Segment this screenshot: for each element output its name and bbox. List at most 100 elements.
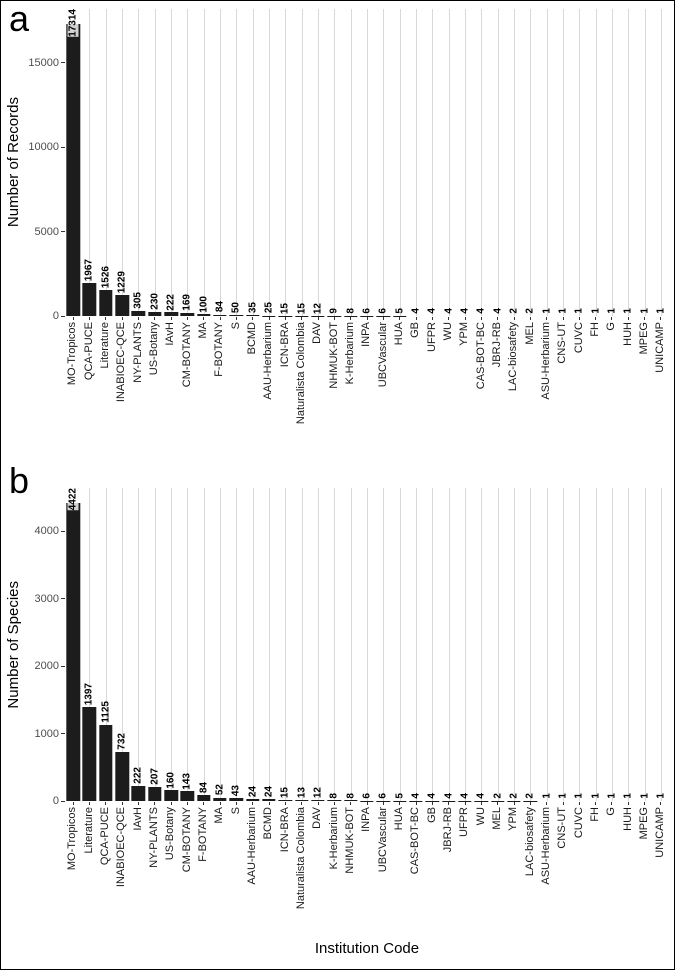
x-tick-label: WU	[474, 807, 487, 826]
x-tick-label: CAS-BOT-BC	[409, 807, 422, 875]
bar	[66, 502, 80, 801]
bar-value-label: 1	[655, 793, 667, 799]
x-tick-cell: FH	[588, 802, 604, 937]
bar-value-label: 8	[345, 308, 357, 314]
x-axis-tick	[644, 317, 646, 320]
x-tick-label: JBRJ-RB	[490, 322, 503, 368]
gridline	[285, 9, 287, 316]
bar-cell: 305	[130, 9, 146, 316]
bar-value-label: 84	[198, 782, 210, 794]
x-axis-tick	[72, 802, 74, 805]
bar-cell: 9	[326, 9, 342, 316]
x-tick-label: MA	[213, 807, 226, 824]
x-tick-label: UBCVascular	[376, 322, 389, 388]
bar	[344, 800, 358, 801]
y-axis-title-text: Number of Species	[4, 580, 22, 709]
bar-value-label: 2	[524, 308, 536, 314]
x-tick-label: Literature	[99, 322, 112, 369]
bar-cell: 1	[604, 9, 620, 316]
bar-value-label: 25	[263, 302, 275, 314]
x-tick-label: INABIOEC-QCE	[115, 807, 128, 888]
y-axis-tick	[61, 315, 65, 317]
y-axis-title-text: Number of Records	[4, 97, 22, 228]
gridline	[285, 488, 287, 801]
bar-value-label: 4	[410, 793, 422, 799]
bar-value-label: 1	[639, 308, 651, 314]
bar-cell: 12	[310, 9, 326, 316]
y-tick-label: 4000	[34, 525, 59, 538]
bar-cell: 4	[441, 488, 457, 801]
bar-cell: 50	[228, 9, 244, 316]
x-tick-cell: CUVC	[571, 317, 587, 459]
bar-value-label: 4	[475, 308, 487, 314]
bar-value-label: 1	[590, 308, 602, 314]
x-axis-tick	[366, 802, 368, 805]
gridline	[318, 488, 320, 801]
bar-cell: 1	[636, 9, 652, 316]
x-tick-label: IAvH	[131, 807, 144, 831]
x-axis-tick	[121, 317, 123, 320]
x-tick-label: CUVC	[572, 322, 585, 354]
bar-value-label: 4	[426, 308, 438, 314]
x-tick-cell: Literature	[98, 317, 114, 459]
x-tick-cell: IAvH	[130, 802, 146, 937]
x-tick-cell: UBCVascular	[375, 802, 391, 937]
gridline	[628, 488, 630, 801]
bar-cell: 5	[392, 9, 408, 316]
bar-value-label: 230	[149, 293, 161, 311]
bar-cell: 15	[277, 488, 293, 801]
gridline	[367, 488, 369, 801]
gridline	[497, 9, 499, 316]
x-tick-label: G	[605, 807, 618, 816]
bar-cell: 230	[147, 9, 163, 316]
panel-tag-a: a	[9, 0, 30, 39]
bar-value-label: 4	[459, 793, 471, 799]
x-tick-label: F-BOTANY	[197, 807, 210, 862]
bar	[115, 295, 129, 316]
gridline	[138, 9, 140, 316]
x-tick-cell: S	[228, 802, 244, 937]
x-tick-cell: JBRJ-RB	[441, 802, 457, 937]
bar-value-label: 52	[214, 784, 226, 796]
bar-cell: 4	[424, 9, 440, 316]
y-axis-tick	[61, 530, 65, 532]
bar-value-label: 4	[475, 793, 487, 799]
x-axis-tick	[415, 317, 417, 320]
x-tick-label: F-BOTANY	[213, 322, 226, 377]
gridline	[154, 488, 156, 801]
x-axis-tick	[219, 802, 221, 805]
bar-value-label: 222	[165, 293, 177, 311]
bar-value-label: 15	[279, 302, 291, 314]
y-axis-tick	[61, 665, 65, 667]
bar-value-label: 5	[394, 308, 406, 314]
gridline	[514, 9, 516, 316]
bar-value-label: 12	[312, 302, 324, 314]
bar-cell: 222	[130, 488, 146, 801]
x-tick-cell: ASU-Herbarium	[539, 802, 555, 937]
x-tick-label: CM-BOTANY	[180, 807, 193, 873]
bar-cell: 15	[277, 9, 293, 316]
bar	[197, 795, 211, 801]
x-tick-cell: BCMD	[261, 802, 277, 937]
bar-cell: 43	[228, 488, 244, 801]
x-tick-cell: QCA-PUCE	[98, 802, 114, 937]
x-axis-tick	[431, 317, 433, 320]
x-tick-label: HUA	[392, 807, 405, 831]
x-tick-cell: ICN-BRA	[277, 317, 293, 459]
bar	[327, 800, 342, 801]
x-axis-tick	[186, 317, 188, 320]
gridline	[187, 9, 189, 316]
bar	[278, 800, 293, 801]
x-tick-cell: YPM	[506, 802, 522, 937]
bar-value-label: 207	[149, 768, 161, 786]
gridline	[416, 9, 418, 316]
gridline	[383, 9, 385, 316]
bar-value-label: 2	[524, 793, 536, 799]
bar-value-label: 1	[541, 308, 553, 314]
x-axis-tick	[154, 317, 156, 320]
x-axis-tick	[611, 802, 613, 805]
bar	[229, 315, 244, 316]
y-axis-tick-labels: 0 5000 10000 15000	[23, 9, 59, 322]
x-tick-label: ICN-BRA	[278, 807, 291, 853]
